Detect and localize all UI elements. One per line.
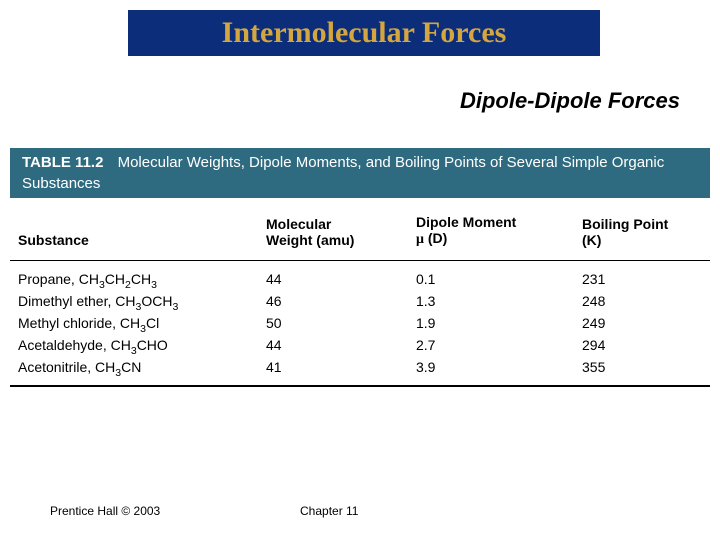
cell-substance: Propane, CH3CH2CH3 bbox=[10, 261, 258, 291]
cell-substance: Methyl chloride, CH3Cl bbox=[10, 312, 258, 334]
cell-substance: Acetonitrile, CH3CN bbox=[10, 356, 258, 385]
cell-molecular-weight: 44 bbox=[258, 261, 408, 291]
cell-boiling-point: 355 bbox=[574, 356, 710, 385]
cell-boiling-point: 248 bbox=[574, 290, 710, 312]
page-title: Intermolecular Forces bbox=[222, 16, 507, 50]
table-bottom-rule bbox=[10, 385, 710, 387]
cell-boiling-point: 249 bbox=[574, 312, 710, 334]
table-row: Acetonitrile, CH3CN413.9355 bbox=[10, 356, 710, 385]
col-header-boiling-point: Boiling Point(K) bbox=[574, 198, 710, 261]
cell-substance: Acetaldehyde, CH3CHO bbox=[10, 334, 258, 356]
title-banner: Intermolecular Forces bbox=[128, 10, 600, 56]
table-row: Acetaldehyde, CH3CHO442.7294 bbox=[10, 334, 710, 356]
cell-molecular-weight: 46 bbox=[258, 290, 408, 312]
data-table: Substance MolecularWeight (amu) Dipole M… bbox=[10, 198, 710, 385]
table-caption-label: TABLE 11.2 bbox=[22, 154, 103, 171]
subtitle: Dipole-Dipole Forces bbox=[460, 88, 680, 114]
col-header-molecular-weight: MolecularWeight (amu) bbox=[258, 198, 408, 261]
cell-dipole-moment: 1.9 bbox=[408, 312, 574, 334]
cell-dipole-moment: 0.1 bbox=[408, 261, 574, 291]
cell-boiling-point: 294 bbox=[574, 334, 710, 356]
table-body: Propane, CH3CH2CH3440.1231Dimethyl ether… bbox=[10, 261, 710, 386]
table-caption: TABLE 11.2 Molecular Weights, Dipole Mom… bbox=[10, 148, 710, 198]
col-header-substance: Substance bbox=[10, 198, 258, 261]
cell-dipole-moment: 2.7 bbox=[408, 334, 574, 356]
cell-molecular-weight: 44 bbox=[258, 334, 408, 356]
footer-chapter: Chapter 11 bbox=[300, 504, 358, 518]
table-head: Substance MolecularWeight (amu) Dipole M… bbox=[10, 198, 710, 261]
table-row: Dimethyl ether, CH3OCH3461.3248 bbox=[10, 290, 710, 312]
cell-substance: Dimethyl ether, CH3OCH3 bbox=[10, 290, 258, 312]
cell-boiling-point: 231 bbox=[574, 261, 710, 291]
table-row: Propane, CH3CH2CH3440.1231 bbox=[10, 261, 710, 291]
footer-copyright: Prentice Hall © 2003 bbox=[50, 504, 160, 518]
cell-dipole-moment: 1.3 bbox=[408, 290, 574, 312]
table-row: Methyl chloride, CH3Cl501.9249 bbox=[10, 312, 710, 334]
col-header-dipole-moment: Dipole Momentμ (D) bbox=[408, 198, 574, 261]
cell-dipole-moment: 3.9 bbox=[408, 356, 574, 385]
cell-molecular-weight: 50 bbox=[258, 312, 408, 334]
table-caption-text: Molecular Weights, Dipole Moments, and B… bbox=[22, 154, 664, 192]
cell-molecular-weight: 41 bbox=[258, 356, 408, 385]
table-header-row: Substance MolecularWeight (amu) Dipole M… bbox=[10, 198, 710, 261]
